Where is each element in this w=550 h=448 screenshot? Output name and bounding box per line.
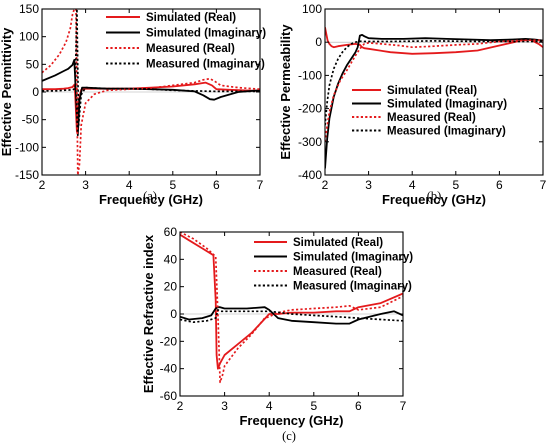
legend-entry: Simulated (Imaginary) — [387, 99, 507, 111]
x-tick-label: 5 — [310, 399, 317, 413]
legend-entry: Measured (Real) — [146, 43, 235, 55]
legend-entry: Measured (Imaginary) — [146, 59, 265, 71]
y-tick-label: -400 — [298, 168, 322, 182]
x-tick-label: 5 — [452, 178, 459, 192]
x-tick-label: 3 — [82, 178, 89, 192]
x-axis-label: Frequency (GHz) — [382, 192, 486, 207]
panel-caption: (c) — [282, 429, 296, 443]
y-tick-label: 0 — [170, 307, 177, 321]
y-tick-label: -40 — [160, 362, 178, 376]
legend-entry: Measured (Imaginary) — [387, 126, 506, 138]
y-tick-label: 100 — [302, 2, 322, 16]
series-group — [42, 9, 260, 175]
x-tick-label: 7 — [540, 178, 547, 192]
y-tick-label: -20 — [160, 334, 178, 348]
x-tick-label: 2 — [177, 399, 184, 413]
legend-entry: Simulated (Real) — [387, 85, 477, 97]
plot-frame — [324, 8, 544, 176]
x-tick-label: 7 — [257, 178, 264, 192]
series-group — [180, 232, 403, 384]
legend-entry: Simulated (Imaginary) — [146, 28, 266, 40]
y-axis-label: Effective Permeability — [278, 24, 293, 160]
series-group — [325, 27, 543, 169]
y-tick-label: 20 — [164, 280, 178, 294]
y-tick-label: 60 — [164, 225, 178, 239]
legend: Simulated (Real) Simulated (Imaginary) Mea… — [254, 237, 413, 293]
x-axis-label: Frequency (GHz) — [239, 413, 343, 428]
chart-panel-a: 2 3 4 5 6 7 -150 -100 -50 0 50 100 150 Frequency (GHz… — [0, 2, 266, 207]
legend-entry: Measured (Real) — [387, 112, 476, 124]
y-tick-label: 150 — [19, 2, 39, 16]
y-tick-label: 100 — [19, 30, 39, 44]
y-tick-label: -150 — [15, 168, 39, 182]
legend-entry: Measured (Imaginary) — [293, 281, 412, 293]
chart-panel-c: 2 3 4 5 6 7 -60 -40 -20 0 20 40 60 Frequency (GHz) Eff… — [141, 225, 413, 443]
panel-caption: (a) — [143, 189, 157, 203]
chart-panel-b: 2 3 4 5 6 7 -400 -300 -200 -100 0 100 Frequency (GHz… — [278, 2, 547, 207]
legend-entry: Simulated (Imaginary) — [293, 252, 413, 264]
x-tick-label: 7 — [400, 399, 407, 413]
y-tick-label: 0 — [32, 85, 39, 99]
x-tick-label: 3 — [221, 399, 228, 413]
y-axis-label: Effective Permittivity — [0, 27, 14, 156]
x-tick-label: 4 — [409, 178, 416, 192]
x-tick-label: 2 — [322, 178, 329, 192]
x-tick-label: 4 — [266, 399, 273, 413]
y-tick-label: -50 — [22, 113, 40, 127]
x-tick-label: 5 — [169, 178, 176, 192]
series-line-3 — [180, 232, 403, 384]
x-tick-label: 6 — [355, 399, 362, 413]
y-tick-label: -100 — [298, 68, 322, 82]
x-tick-label: 2 — [39, 178, 46, 192]
series-line-1 — [180, 233, 403, 370]
series-line-1 — [325, 27, 543, 55]
series-line-4 — [325, 40, 543, 126]
legend: Simulated (Real) Simulated (Imaginary) Mea… — [106, 12, 266, 71]
y-tick-label: -100 — [15, 140, 39, 154]
y-tick-label: 40 — [164, 252, 178, 266]
legend-entry: Simulated (Real) — [293, 237, 383, 249]
x-tick-label: 6 — [496, 178, 503, 192]
x-tick-label: 6 — [213, 178, 220, 192]
series-line-4 — [42, 9, 260, 127]
series-line-3 — [325, 39, 543, 142]
y-tick-label: 0 — [315, 35, 322, 49]
y-tick-label: -60 — [160, 389, 178, 403]
panel-caption: (b) — [427, 189, 442, 203]
y-tick-label: -300 — [298, 135, 322, 149]
x-tick-label: 3 — [365, 178, 372, 192]
x-axis-label: Frequency (GHz) — [99, 192, 203, 207]
legend: Simulated (Real)Simulated (Imaginary)Mea… — [352, 85, 507, 138]
legend-entry: Measured (Real) — [293, 266, 382, 278]
series-line-2 — [180, 306, 403, 325]
legend-entry: Simulated (Real) — [146, 12, 236, 24]
y-tick-label: 50 — [26, 57, 40, 71]
y-tick-label: -200 — [298, 102, 322, 116]
x-tick-label: 4 — [126, 178, 133, 192]
y-axis-label: Effective Refractive index — [141, 234, 156, 393]
